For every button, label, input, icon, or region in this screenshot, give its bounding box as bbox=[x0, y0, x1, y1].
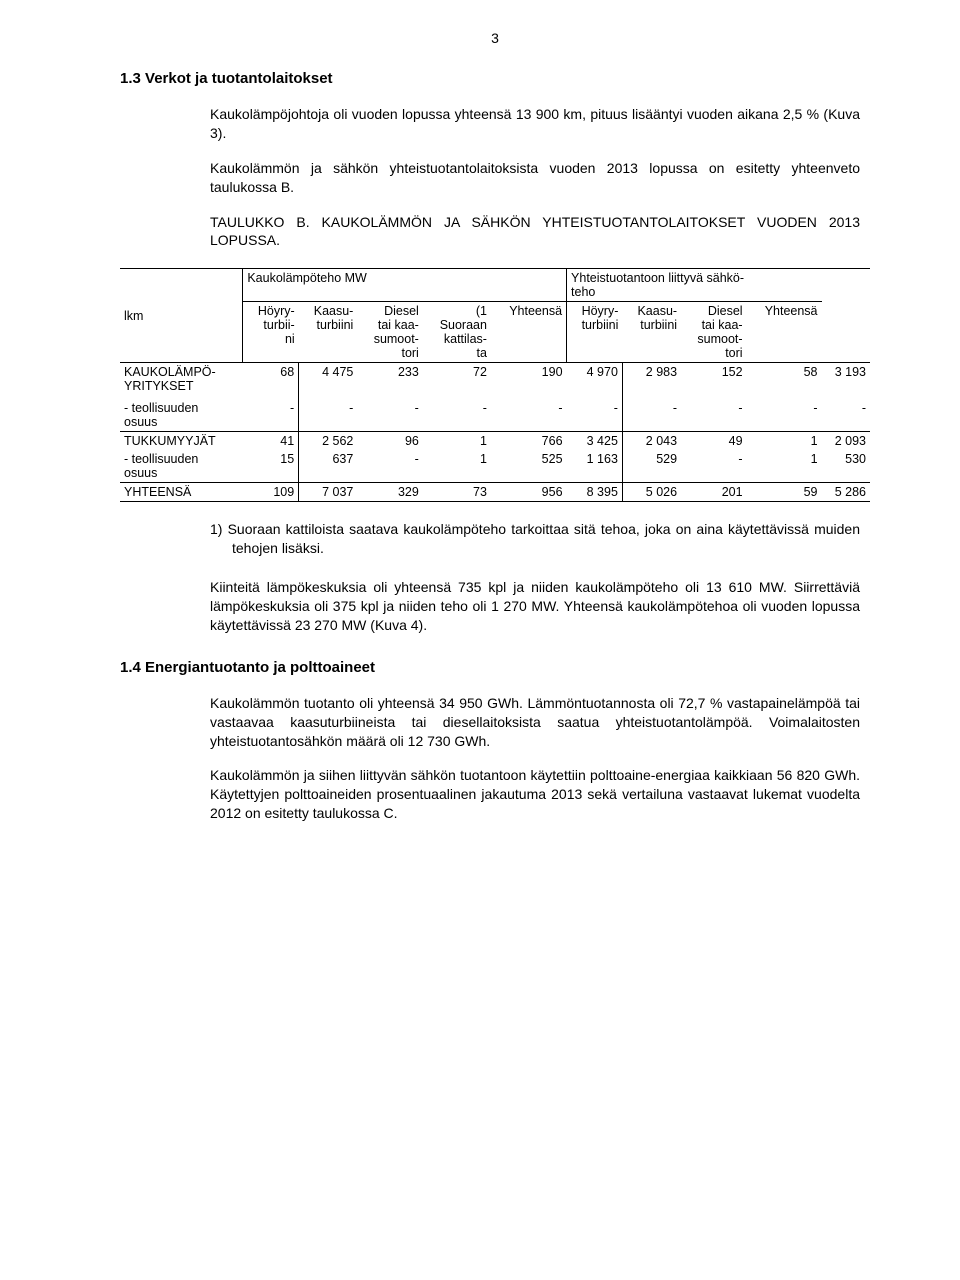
col-head: (1 Suoraan kattilas- ta bbox=[423, 302, 491, 363]
cell: 1 bbox=[423, 450, 491, 483]
cell: - bbox=[491, 399, 567, 432]
cell: 58 bbox=[747, 363, 822, 382]
cell: 49 bbox=[681, 432, 747, 451]
section-1-4-body: Kaukolämmön tuotanto oli yhteensä 34 950… bbox=[210, 694, 860, 823]
col-lkm-head: lkm bbox=[120, 269, 243, 363]
cell: 956 bbox=[491, 483, 567, 502]
cell: 766 bbox=[491, 432, 567, 451]
col-group-kaukolampo: Kaukolämpöteho MW bbox=[243, 269, 567, 302]
cell: 96 bbox=[357, 432, 423, 451]
cell: 2 562 bbox=[299, 432, 358, 451]
cell: 3 425 bbox=[567, 432, 623, 451]
cell: - bbox=[357, 450, 423, 483]
cell: 59 bbox=[747, 483, 822, 502]
section-1-3-body: Kaukolämpöjohtoja oli vuoden lopussa yht… bbox=[210, 105, 860, 250]
taulukko-b-table: lkm Kaukolämpöteho MW Yhteistuotantoon l… bbox=[120, 268, 870, 502]
cell: 5 286 bbox=[822, 483, 870, 502]
row-label: TUKKUMYYJÄT bbox=[120, 432, 243, 451]
col-head: Diesel tai kaa- sumoot- tori bbox=[357, 302, 423, 363]
cell: 3 193 bbox=[822, 363, 870, 382]
footnote: 1) Suoraan kattiloista saatava kaukolämp… bbox=[210, 520, 860, 558]
cell: - bbox=[567, 399, 623, 432]
table-row: KAUKOLÄMPÖ- YRITYKSET 68 4 475 233 72 19… bbox=[120, 363, 870, 382]
cell: 201 bbox=[681, 483, 747, 502]
cell: 190 bbox=[491, 363, 567, 382]
cell: 1 bbox=[423, 432, 491, 451]
cell: 233 bbox=[357, 363, 423, 382]
cell: 1 bbox=[747, 432, 822, 451]
cell: - bbox=[681, 399, 747, 432]
paragraph: Kaukolämpöjohtoja oli vuoden lopussa yht… bbox=[210, 105, 860, 143]
row-label: YHTEENSÄ bbox=[120, 483, 243, 502]
col-head: Höyry- turbiini bbox=[567, 302, 623, 363]
cell: - bbox=[423, 399, 491, 432]
table-row: TUKKUMYYJÄT 41 2 562 96 1 766 3 425 2 04… bbox=[120, 432, 870, 451]
col-head: Yhteensä bbox=[747, 302, 822, 363]
cell: - bbox=[299, 399, 358, 432]
paragraph: Kaukolämmön ja siihen liittyvän sähkön t… bbox=[210, 766, 860, 823]
cell: 529 bbox=[622, 450, 681, 483]
paragraph: Kaukolämmön ja sähkön yhteistuotantolait… bbox=[210, 159, 860, 197]
table-row: - teollisuuden osuus 15 637 - 1 525 1 16… bbox=[120, 450, 870, 483]
col-head: Diesel tai kaa- sumoot- tori bbox=[681, 302, 747, 363]
page-number: 3 bbox=[120, 30, 870, 46]
row-label: KAUKOLÄMPÖ- YRITYKSET bbox=[120, 363, 243, 400]
cell: - bbox=[822, 399, 870, 432]
col-head: Yhteensä bbox=[491, 302, 567, 363]
col-head: Kaasu- turbiini bbox=[622, 302, 681, 363]
cell: - bbox=[357, 399, 423, 432]
cell: - bbox=[622, 399, 681, 432]
cell: - bbox=[747, 399, 822, 432]
cell: - bbox=[243, 399, 299, 432]
cell: 4 970 bbox=[567, 363, 623, 382]
section-1-3-heading: 1.3 Verkot ja tuotantolaitokset bbox=[120, 70, 870, 87]
cell: 1 163 bbox=[567, 450, 623, 483]
cell: 109 bbox=[243, 483, 299, 502]
cell: 41 bbox=[243, 432, 299, 451]
cell: 72 bbox=[423, 363, 491, 382]
cell: 525 bbox=[491, 450, 567, 483]
cell: 68 bbox=[243, 363, 299, 382]
cell: 637 bbox=[299, 450, 358, 483]
cell: - bbox=[681, 450, 747, 483]
paragraph: Kaukolämmön tuotanto oli yhteensä 34 950… bbox=[210, 694, 860, 751]
col-head: Kaasu- turbiini bbox=[299, 302, 358, 363]
table-row: YHTEENSÄ 109 7 037 329 73 956 8 395 5 02… bbox=[120, 483, 870, 502]
col-head: Höyry- turbii- ni bbox=[243, 302, 299, 363]
paragraph: Kiinteitä lämpökeskuksia oli yhteensä 73… bbox=[210, 578, 860, 635]
cell: 4 475 bbox=[299, 363, 358, 382]
table-row: - teollisuuden osuus - - - - - - - - - - bbox=[120, 399, 870, 432]
cell: 2 093 bbox=[822, 432, 870, 451]
footnote-block: 1) Suoraan kattiloista saatava kaukolämp… bbox=[210, 520, 860, 634]
row-label: - teollisuuden osuus bbox=[120, 450, 243, 483]
cell: 7 037 bbox=[299, 483, 358, 502]
row-label: - teollisuuden osuus bbox=[120, 399, 243, 432]
cell: 530 bbox=[822, 450, 870, 483]
cell: 2 983 bbox=[622, 363, 681, 382]
cell: 152 bbox=[681, 363, 747, 382]
cell: 8 395 bbox=[567, 483, 623, 502]
cell: 15 bbox=[243, 450, 299, 483]
document-page: 3 1.3 Verkot ja tuotantolaitokset Kaukol… bbox=[0, 0, 960, 1280]
cell: 329 bbox=[357, 483, 423, 502]
cell: 5 026 bbox=[622, 483, 681, 502]
section-1-4-heading: 1.4 Energiantuotanto ja polttoaineet bbox=[120, 659, 870, 676]
cell: 2 043 bbox=[622, 432, 681, 451]
table-caption: TAULUKKO B. KAUKOLÄMMÖN JA SÄHKÖN YHTEIS… bbox=[210, 213, 860, 251]
col-group-yhteistuotanto: Yhteistuotantoon liittyvä sähkö- teho bbox=[567, 269, 822, 302]
cell: 1 bbox=[747, 450, 822, 483]
cell: 73 bbox=[423, 483, 491, 502]
